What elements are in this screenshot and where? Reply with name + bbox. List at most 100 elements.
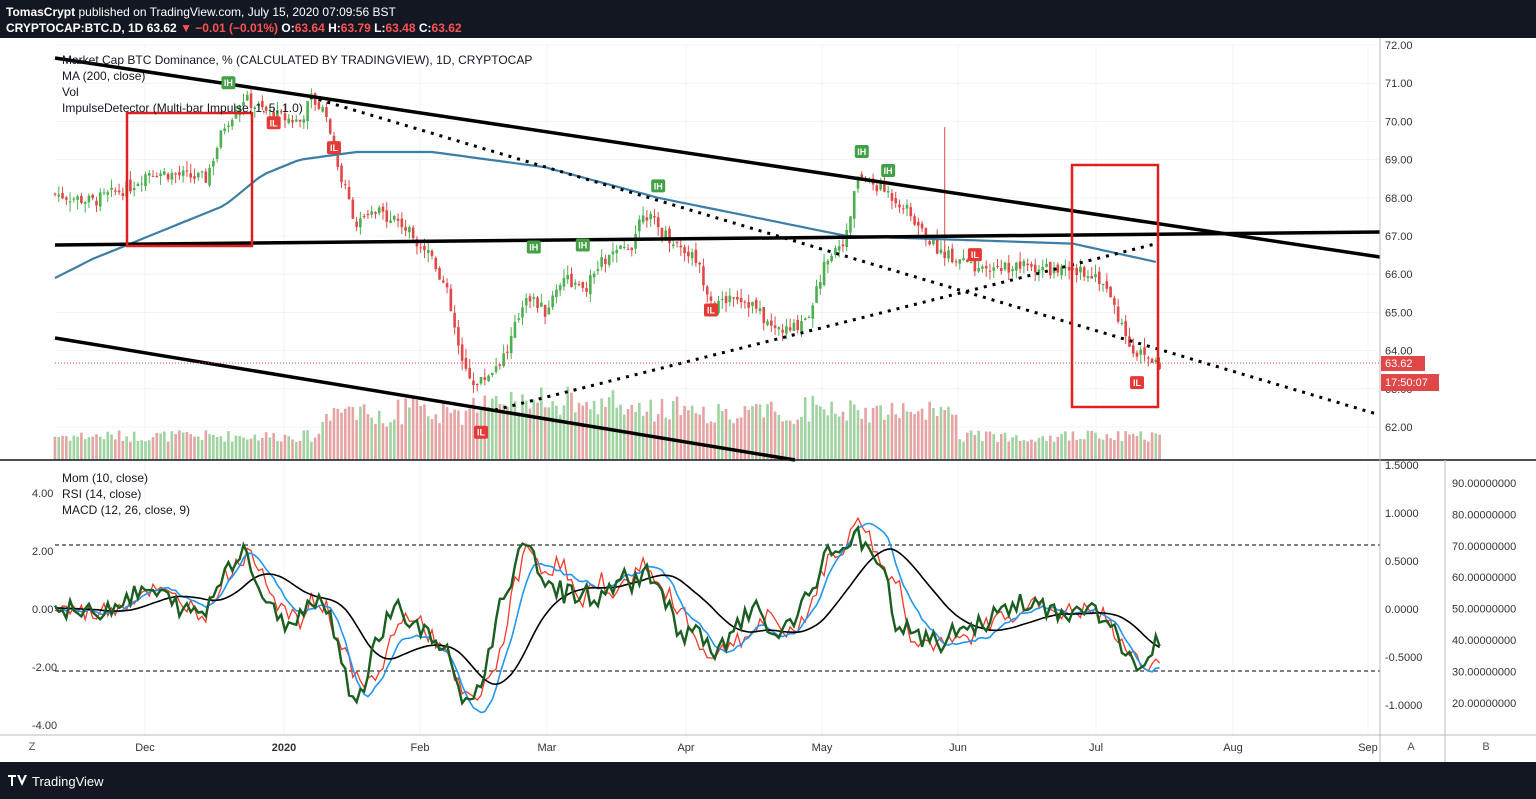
- candle-body: [981, 266, 984, 269]
- candle-body: [901, 208, 905, 210]
- macd-tick-label: -0.5000: [1385, 652, 1422, 664]
- candle-body: [649, 213, 652, 220]
- candle-body: [1105, 281, 1109, 289]
- volume-bar: [555, 405, 558, 460]
- volume-bar: [954, 414, 958, 460]
- volume-bar: [1124, 431, 1127, 460]
- impulse-label-text: IL: [477, 428, 486, 438]
- candle-body: [215, 148, 219, 159]
- volume-bar: [121, 440, 125, 460]
- volume-bar: [939, 406, 943, 460]
- volume-bar: [449, 412, 453, 460]
- volume-bar: [841, 411, 845, 460]
- volume-bar: [521, 394, 524, 460]
- volume-bar: [1030, 439, 1033, 460]
- scale-b-button[interactable]: B: [1482, 741, 1490, 753]
- zoom-button[interactable]: Z: [28, 741, 36, 753]
- symbol-name[interactable]: CRYPTOCAP:BTC.D, 1D: [6, 21, 144, 35]
- legend-macd[interactable]: MACD (12, 26, close, 9): [62, 503, 191, 517]
- volume-bar: [589, 409, 592, 460]
- candle-body: [592, 273, 596, 278]
- chart-header: TomasCrypt published on TradingView.com,…: [0, 0, 1536, 38]
- macd-tick-label: -1.0000: [1385, 700, 1422, 712]
- volume-bar: [819, 406, 822, 460]
- price-tick-label: 67.00: [1385, 231, 1413, 243]
- candle-body: [950, 248, 954, 263]
- legend-ma[interactable]: MA (200, close): [62, 69, 146, 83]
- candle-body: [852, 191, 856, 219]
- auto-scale-button[interactable]: A: [1407, 741, 1415, 753]
- candle-body: [460, 344, 464, 361]
- volume-bar: [155, 432, 159, 460]
- volume-bar: [1082, 439, 1086, 460]
- candle-body: [1090, 275, 1094, 279]
- volume-bar: [257, 440, 260, 460]
- volume-bar: [660, 399, 664, 460]
- volume-bar: [426, 416, 430, 460]
- candle-body: [1124, 321, 1127, 337]
- volume-bar: [834, 413, 837, 460]
- volume-bar: [200, 439, 204, 460]
- volume-bar: [845, 420, 848, 460]
- volume-bar: [393, 419, 396, 460]
- dotted-support: [494, 242, 1156, 412]
- volume-bar: [102, 439, 106, 460]
- candle-body: [939, 249, 943, 254]
- volume-bar: [969, 430, 973, 460]
- volume-bar: [147, 440, 151, 460]
- candle-body: [253, 107, 257, 109]
- chart-area[interactable]: IH IL IL IH IH IH IL IL IH IH IL IL 62.0063.0064.00…: [0, 38, 1536, 762]
- candle-body: [80, 195, 83, 203]
- candle-body: [91, 194, 94, 199]
- candle-body: [524, 298, 528, 306]
- legend-rsi[interactable]: RSI (14, close): [62, 487, 142, 501]
- volume-bar: [170, 431, 174, 460]
- impulse-label-ih: IH: [854, 144, 869, 158]
- legend-mom[interactable]: Mom (10, close): [62, 471, 149, 485]
- volume-bar: [370, 417, 373, 460]
- volume-bar: [532, 399, 536, 460]
- volume-bar: [705, 423, 709, 460]
- volume-bar: [709, 421, 713, 460]
- volume-bar: [185, 432, 189, 460]
- candle-body: [962, 258, 965, 261]
- candle-body: [449, 288, 453, 312]
- time-tick-label: Sep: [1358, 742, 1378, 754]
- impulse-label-ih: IH: [651, 179, 666, 193]
- volume-bar: [992, 434, 996, 460]
- candles: [53, 87, 1161, 393]
- volume-bar: [1064, 431, 1067, 460]
- impulse-label-ih: IH: [881, 164, 896, 178]
- volume-bar: [641, 415, 645, 460]
- candle-body: [140, 183, 144, 185]
- legend-title[interactable]: Market Cap BTC Dominance, % (CALCULATED …: [62, 53, 533, 67]
- candle-body: [487, 375, 490, 382]
- candle-body: [264, 106, 268, 111]
- candle-body: [920, 223, 924, 229]
- candle-body: [770, 320, 773, 326]
- impulse-label-bg: [526, 240, 541, 254]
- volume-bar: [487, 406, 490, 460]
- candle-body: [815, 286, 818, 303]
- last-price-badge-bg: [1381, 356, 1425, 371]
- legend-vol[interactable]: Vol: [62, 85, 79, 99]
- volume-bar: [227, 431, 230, 460]
- volume-bar: [638, 403, 641, 460]
- candle-body: [1067, 266, 1071, 271]
- volume-bar: [547, 407, 551, 460]
- candle-body: [1033, 264, 1037, 273]
- author-name[interactable]: TomasCrypt: [6, 5, 76, 19]
- legend-impulse[interactable]: ImpulseDetector (Multi-bar Impulse, 1, 5…: [62, 101, 303, 115]
- candle-body: [796, 320, 799, 331]
- brand-name[interactable]: TradingView: [32, 774, 104, 789]
- volume-bar: [935, 415, 939, 460]
- highlight-box-right: [1070, 163, 1160, 409]
- candle-body: [781, 329, 784, 333]
- mom-tick-label: 2.00: [32, 546, 53, 558]
- candle-body: [619, 245, 622, 250]
- volume-bar: [864, 407, 867, 460]
- volume-bar: [374, 424, 377, 460]
- tradingview-logo-icon[interactable]: [8, 773, 28, 787]
- volume-bar: [683, 405, 686, 460]
